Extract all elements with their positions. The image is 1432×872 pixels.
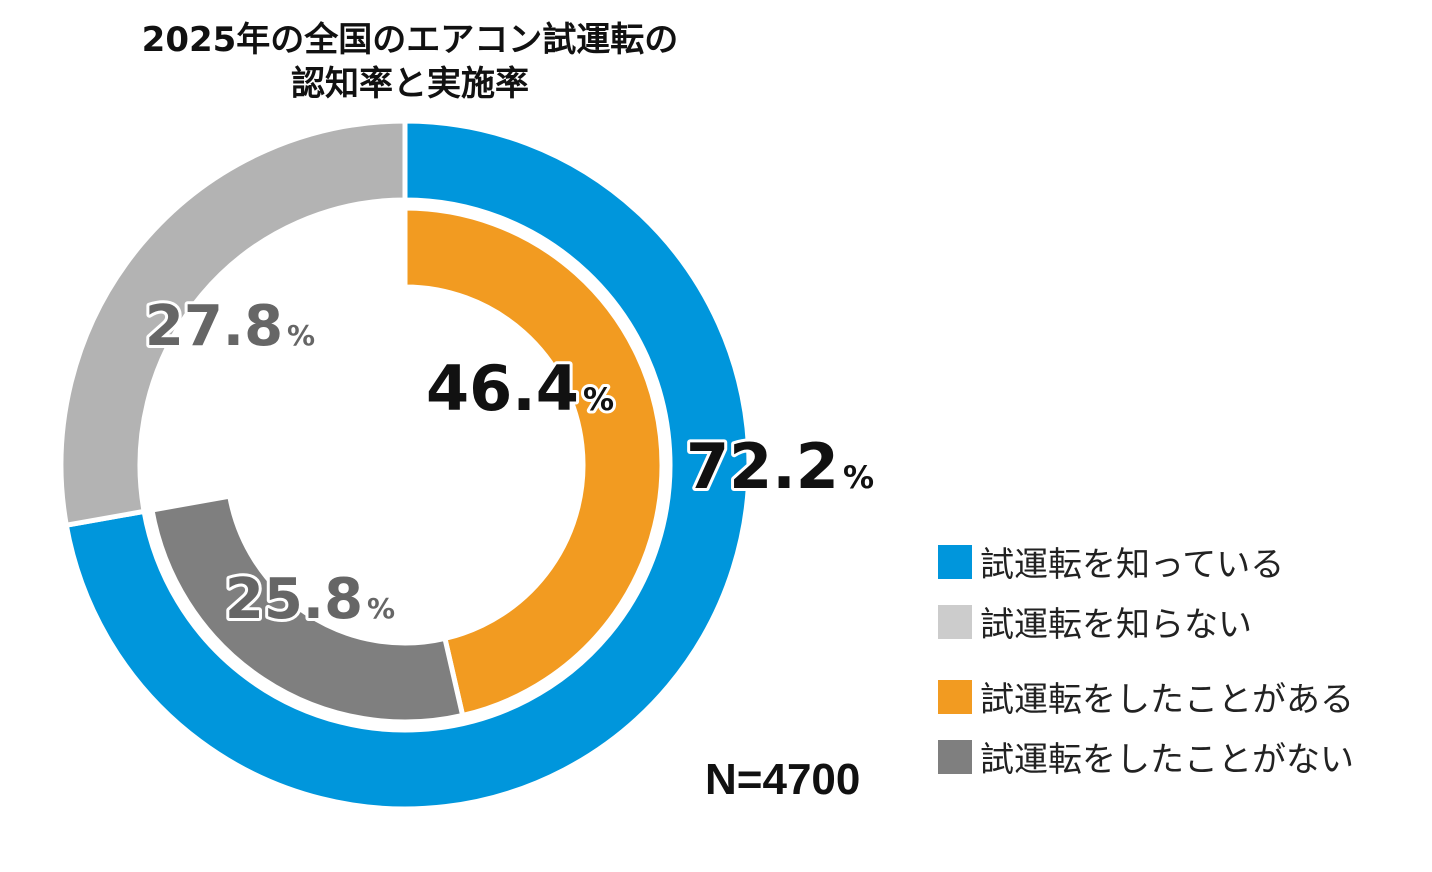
legend-label: 試運転をしたことがある bbox=[980, 680, 1354, 720]
outer-value-label-0: 72.2% bbox=[686, 430, 874, 503]
chart-title: 2025年の全国のエアコン試運転の 認知率と実施率 bbox=[60, 18, 760, 106]
inner-slice-1 bbox=[149, 493, 466, 725]
legend-item-aware: 試運転を知っている bbox=[938, 537, 1284, 586]
outer-slice-1 bbox=[58, 118, 408, 529]
legend-label: 試運転を知っている bbox=[980, 545, 1285, 585]
legend-swatch bbox=[938, 679, 972, 714]
legend-swatch bbox=[938, 604, 972, 639]
inner-slice-0 bbox=[402, 205, 665, 719]
sample-size: N=4700 bbox=[705, 755, 861, 804]
legend-swatch bbox=[938, 544, 972, 579]
inner-value-label-1: 25.8% bbox=[225, 567, 395, 632]
outer-value-label-1: 27.8% bbox=[145, 294, 315, 359]
chart-title-line-1: 2025年の全国のエアコン試運転の bbox=[141, 20, 679, 60]
legend-item-done: 試運転をしたことがある bbox=[938, 672, 1354, 721]
chart-title-line-2: 認知率と実施率 bbox=[291, 64, 529, 104]
legend-label: 試運転をしたことがない bbox=[980, 740, 1354, 780]
legend-item-not-done: 試運転をしたことがない bbox=[938, 732, 1354, 781]
legend-item-unaware: 試運転を知らない bbox=[938, 597, 1252, 646]
outer-slice-0 bbox=[63, 118, 752, 812]
legend-swatch bbox=[938, 739, 972, 774]
legend-label: 試運転を知らない bbox=[980, 605, 1252, 645]
